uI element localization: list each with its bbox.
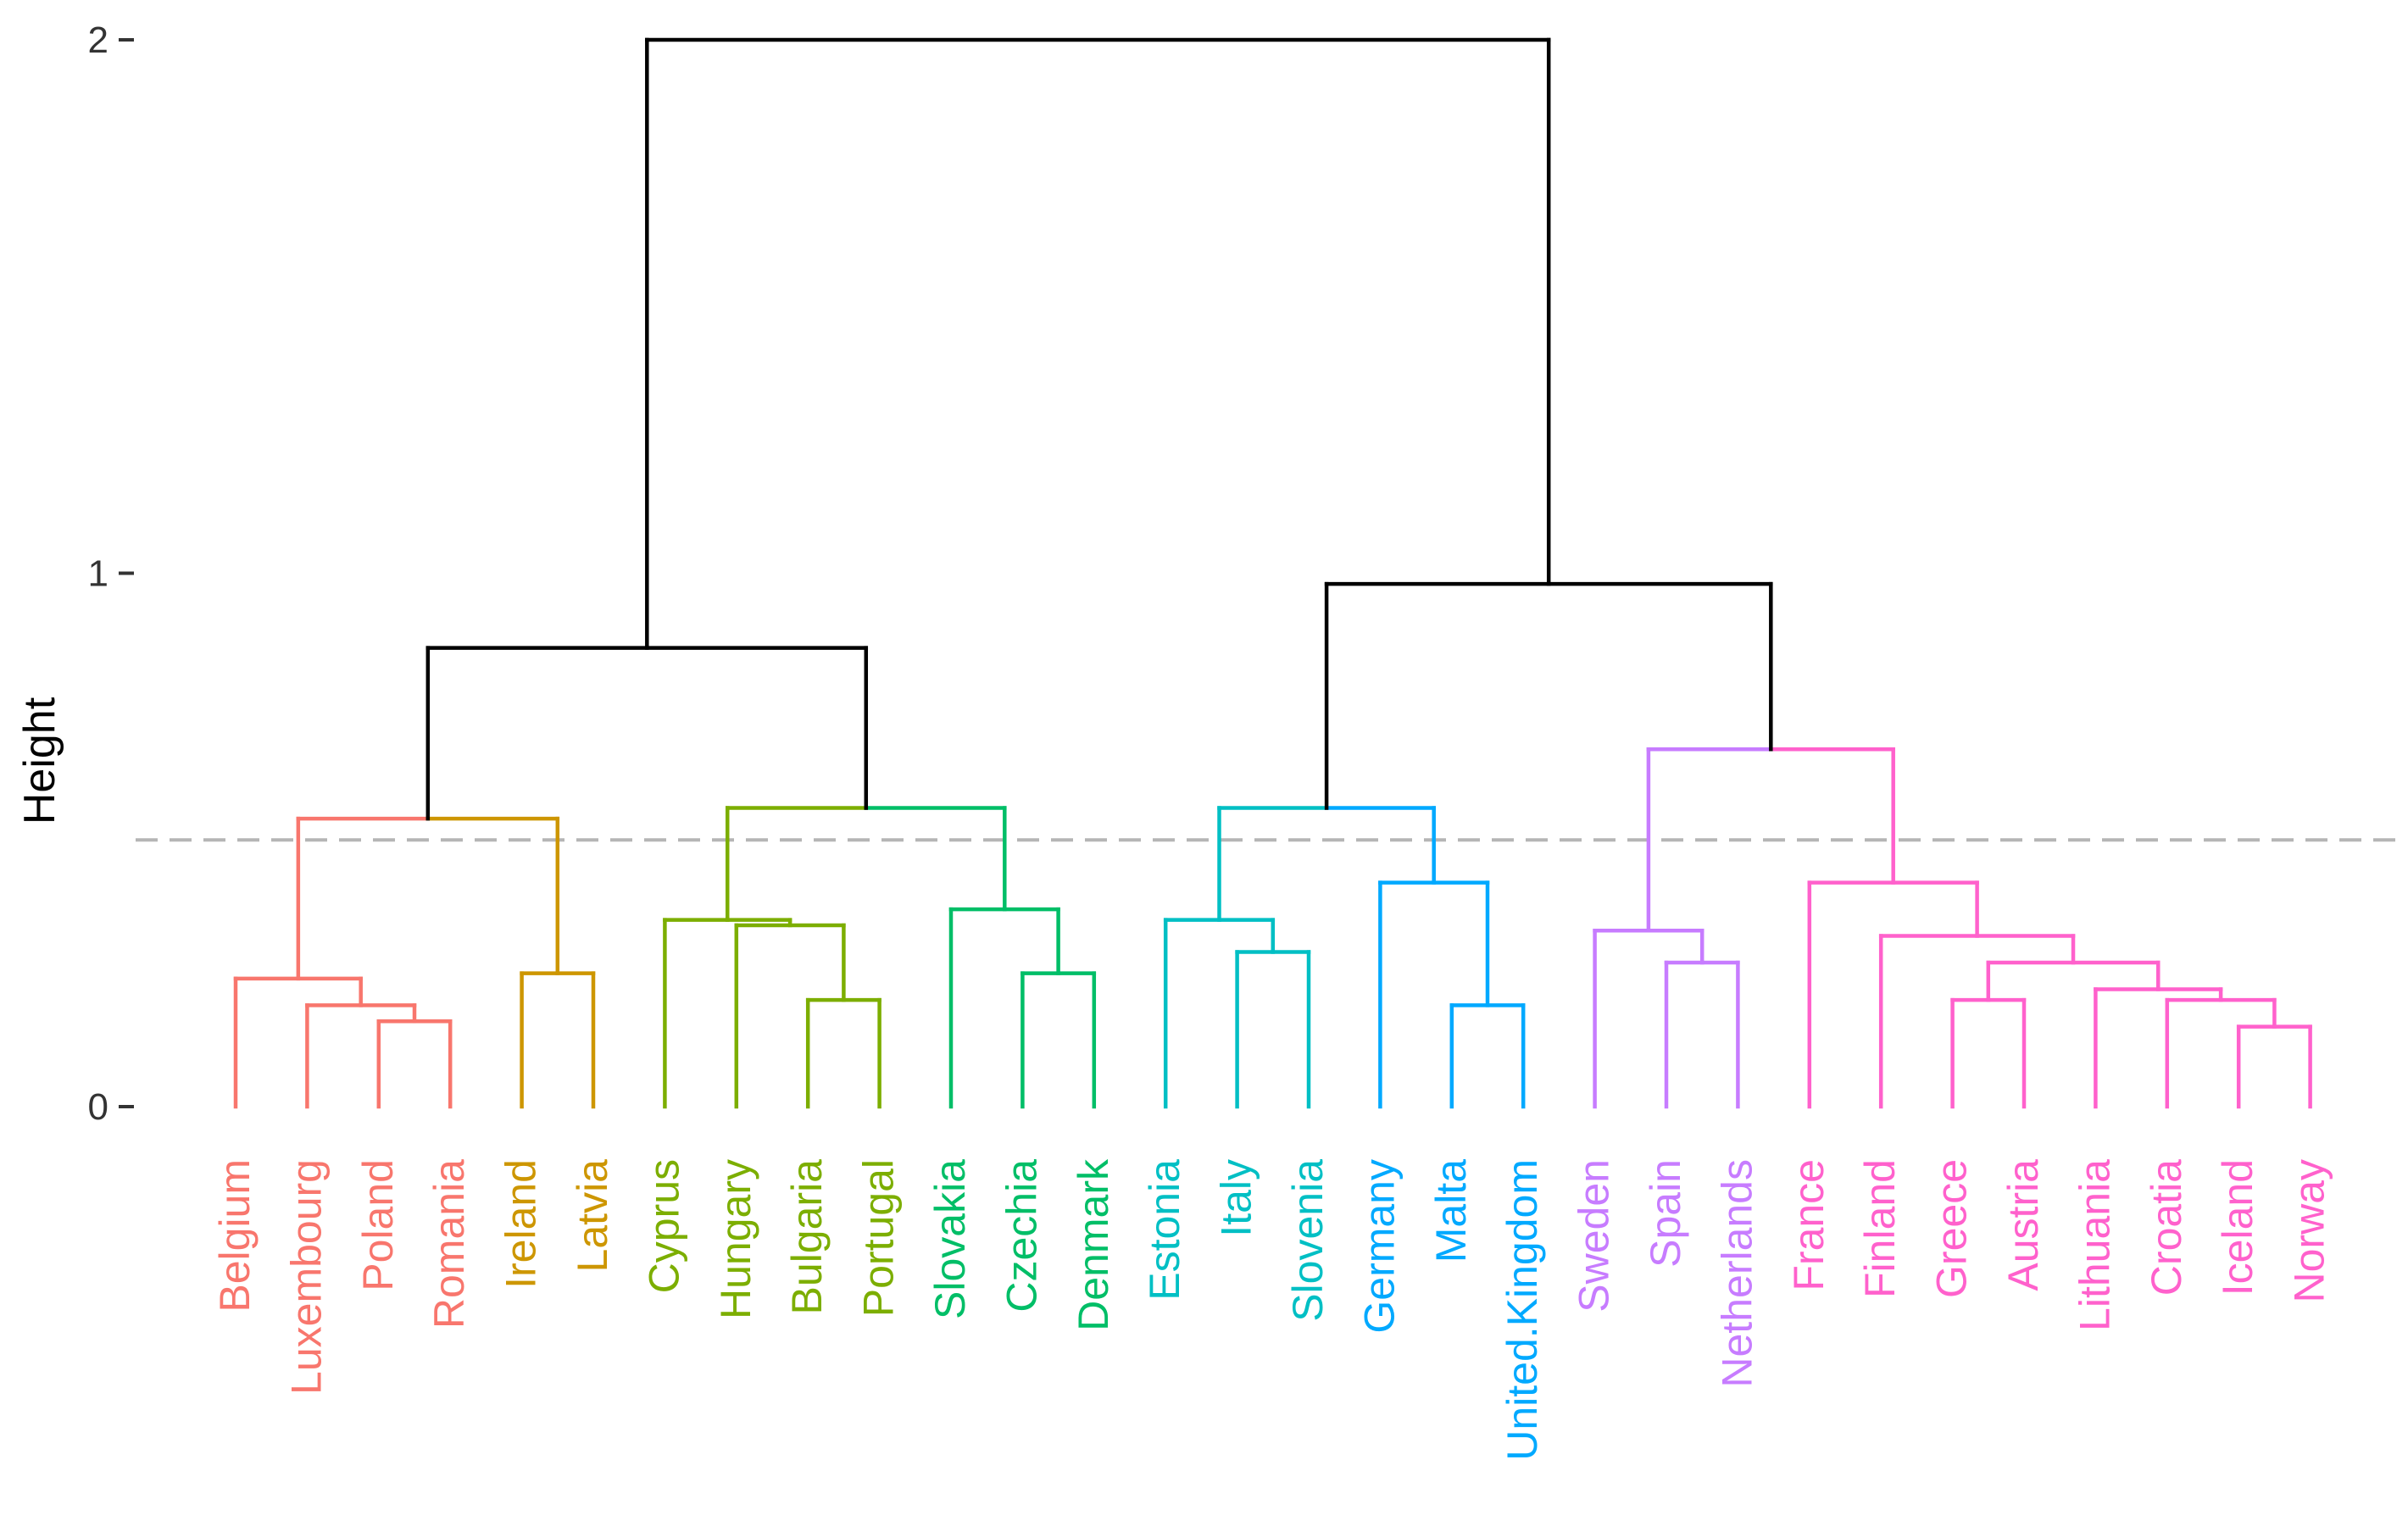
leaf-label-estonia: Estonia (1141, 1159, 1188, 1301)
leaf-label-hungary: Hungary (712, 1159, 759, 1319)
dendrogram-merge (2165, 997, 2277, 1109)
leaf-label-malta: Malta (1427, 1159, 1475, 1263)
dendrogram-merge (1217, 806, 1436, 922)
dendrogram-merge (376, 1019, 453, 1109)
leaf-label-bulgaria: Bulgaria (783, 1159, 831, 1315)
dendrogram-merge (2094, 987, 2223, 1109)
leaf-label-cyprus: Cyprus (640, 1159, 687, 1293)
leaf-label-latvia: Latvia (569, 1159, 616, 1273)
leaf-label-sweden: Sweden (1571, 1159, 1618, 1313)
dendrogram-merge (948, 907, 1060, 1109)
dendrogram-merge (1646, 747, 1895, 933)
dendrogram-merge (1378, 880, 1490, 1109)
leaf-label-united-kingdom: United.Kingdom (1499, 1159, 1546, 1461)
leaf-label-romania: Romania (425, 1159, 473, 1329)
dendrogram-merge (1664, 960, 1740, 1109)
dendrogram-merge (233, 976, 363, 1109)
leaf-label-austria: Austria (1999, 1159, 2047, 1291)
leaf-label-poland: Poland (354, 1159, 402, 1291)
leaf-label-croatia: Croatia (2143, 1159, 2190, 1296)
leaf-label-greece: Greece (1928, 1159, 1976, 1298)
leaf-label-denmark: Denmark (1070, 1158, 1117, 1331)
dendrogram-merge (663, 918, 792, 1109)
y-axis: 0 1 2 (88, 19, 134, 1128)
dendrogram-merge (1235, 950, 1311, 1109)
dendrogram-merge (805, 997, 881, 1109)
leaf-label-iceland: Iceland (2214, 1159, 2261, 1296)
leaf-label-czechia: Czechia (998, 1159, 1045, 1313)
dendrogram-merge (734, 923, 846, 1109)
leaf-label-portugal: Portugal (855, 1159, 903, 1317)
dendrogram-merge (1449, 1003, 1526, 1109)
dendrogram-branches (233, 37, 2312, 1109)
y-tick-label: 2 (88, 19, 108, 61)
dendrogram-merge (1324, 581, 1773, 810)
leaf-labels: Belgium Luxembourg Poland Romania Ireland Lat… (211, 1158, 2333, 1461)
y-axis-title: Height (15, 697, 64, 824)
leaf-label-netherlands: Netherlands (1713, 1159, 1760, 1388)
leaf-label-finland: Finland (1856, 1159, 1904, 1298)
dendrogram-merge (520, 971, 596, 1109)
y-tick-label: 0 (88, 1086, 108, 1128)
leaf-label-slovenia: Slovenia (1284, 1159, 1332, 1322)
leaf-label-luxembourg: Luxembourg (282, 1159, 330, 1395)
dendrogram-merge (645, 37, 1551, 650)
leaf-label-lithuania: Lithuania (2071, 1159, 2118, 1331)
leaf-label-germany: Germany (1355, 1159, 1403, 1334)
dendrogram-merge (1163, 918, 1276, 1109)
leaf-label-italy: Italy (1213, 1159, 1260, 1237)
leaf-label-spain: Spain (1642, 1159, 1689, 1268)
leaf-label-france: France (1785, 1159, 1832, 1291)
dendrogram-merge (1986, 960, 2161, 1002)
leaf-label-belgium: Belgium (211, 1159, 259, 1313)
dendrogram-merge (1020, 971, 1097, 1109)
leaf-label-slovakia: Slovakia (926, 1159, 974, 1319)
dendrogram-merge (1593, 929, 1705, 1109)
dendrogram-merge (425, 646, 869, 821)
leaf-label-ireland: Ireland (498, 1159, 545, 1289)
y-tick-label: 1 (88, 553, 108, 595)
dendrogram-merge (296, 816, 560, 981)
dendrogram-merge (1950, 997, 2027, 1109)
leaf-label-norway: Norway (2286, 1159, 2333, 1302)
dendrogram-merge (726, 806, 1007, 922)
dendrogram-merge (2236, 1024, 2312, 1109)
